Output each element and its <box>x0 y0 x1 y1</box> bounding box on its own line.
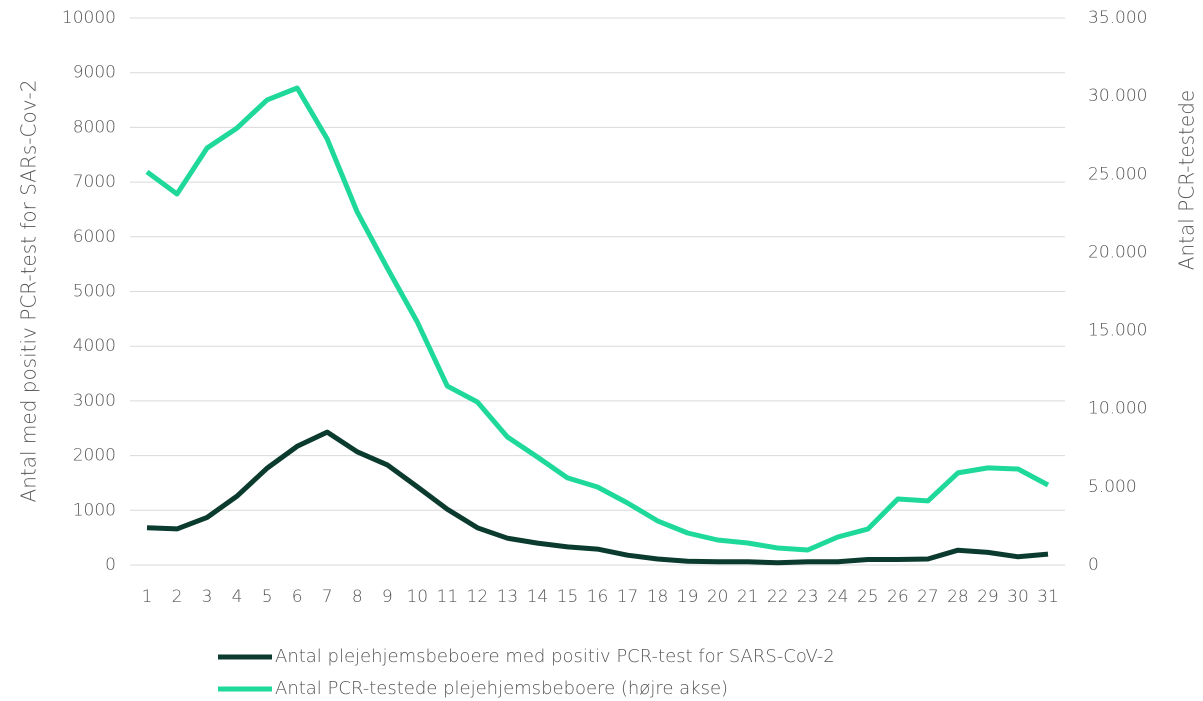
y-tick-label: 5000 <box>73 282 116 302</box>
data-line <box>145 85 1050 553</box>
legend-label: Antal plejehjemsbeboere med positiv PCR-… <box>275 646 835 667</box>
y-tick-label: 9000 <box>73 63 116 83</box>
y2-tick-label: 25.000 <box>1088 164 1147 184</box>
y-tick-label: 6000 <box>73 227 116 247</box>
x-tick-label: 12 <box>467 587 489 607</box>
x-tick-label: 5 <box>262 587 273 607</box>
y2-tick-label: 20.000 <box>1088 242 1147 262</box>
x-tick-label: 25 <box>857 587 879 607</box>
x-tick-label: 11 <box>437 587 459 607</box>
x-tick-label: 13 <box>497 587 519 607</box>
x-tick-label: 7 <box>322 587 333 607</box>
x-tick-label: 10 <box>406 587 428 607</box>
x-tick-label: 27 <box>917 587 939 607</box>
x-tick-label: 3 <box>202 587 213 607</box>
y-axis-label: Antal med positiv PCR-test for SARs-Cov-… <box>17 80 41 503</box>
x-tick-label: 26 <box>887 587 909 607</box>
x-tick-label: 16 <box>587 587 609 607</box>
y2-tick-label: 30.000 <box>1088 86 1147 106</box>
x-tick-label: 22 <box>767 587 789 607</box>
x-tick-label: 29 <box>977 587 999 607</box>
x-tick-label: 6 <box>292 587 303 607</box>
x-tick-label: 14 <box>527 587 549 607</box>
y2-tick-label: 10.000 <box>1088 399 1147 419</box>
x-tick-label: 4 <box>232 587 243 607</box>
data-line <box>146 429 1049 566</box>
y-tick-label: 4000 <box>73 336 116 356</box>
y-tick-label: 0 <box>105 555 116 575</box>
x-tick-label: 30 <box>1007 587 1029 607</box>
x-tick-label: 17 <box>617 587 639 607</box>
x-tick-label: 8 <box>352 587 363 607</box>
x-tick-label: 2 <box>172 587 183 607</box>
y-tick-label: 2000 <box>73 446 116 466</box>
y-tick-label: 7000 <box>73 172 116 192</box>
y-tick-label: 8000 <box>73 117 116 137</box>
x-tick-label: 21 <box>737 587 759 607</box>
y2-tick-label: 35.000 <box>1088 8 1147 28</box>
x-tick-label: 28 <box>947 587 969 607</box>
x-tick-label: 23 <box>797 587 819 607</box>
y2-axis-label: Antal PCR-testede <box>1175 90 1199 270</box>
legend-label: Antal PCR-testede plejehjemsbeboere (høj… <box>275 678 728 699</box>
x-tick-label: 24 <box>827 587 849 607</box>
x-tick-label: 1 <box>142 587 153 607</box>
x-tick-label: 15 <box>557 587 579 607</box>
y2-tick-label: 5.000 <box>1088 477 1137 497</box>
x-tick-label: 20 <box>707 587 729 607</box>
y2-tick-label: 0 <box>1088 555 1099 575</box>
y-tick-label: 3000 <box>73 391 116 411</box>
x-tick-label: 9 <box>382 587 393 607</box>
y-tick-label: 1000 <box>73 500 116 520</box>
y2-tick-label: 15.000 <box>1088 321 1147 341</box>
x-tick-label: 31 <box>1037 587 1059 607</box>
x-tick-label: 19 <box>677 587 699 607</box>
x-tick-label: 18 <box>647 587 669 607</box>
y-tick-label: 10000 <box>62 8 116 28</box>
